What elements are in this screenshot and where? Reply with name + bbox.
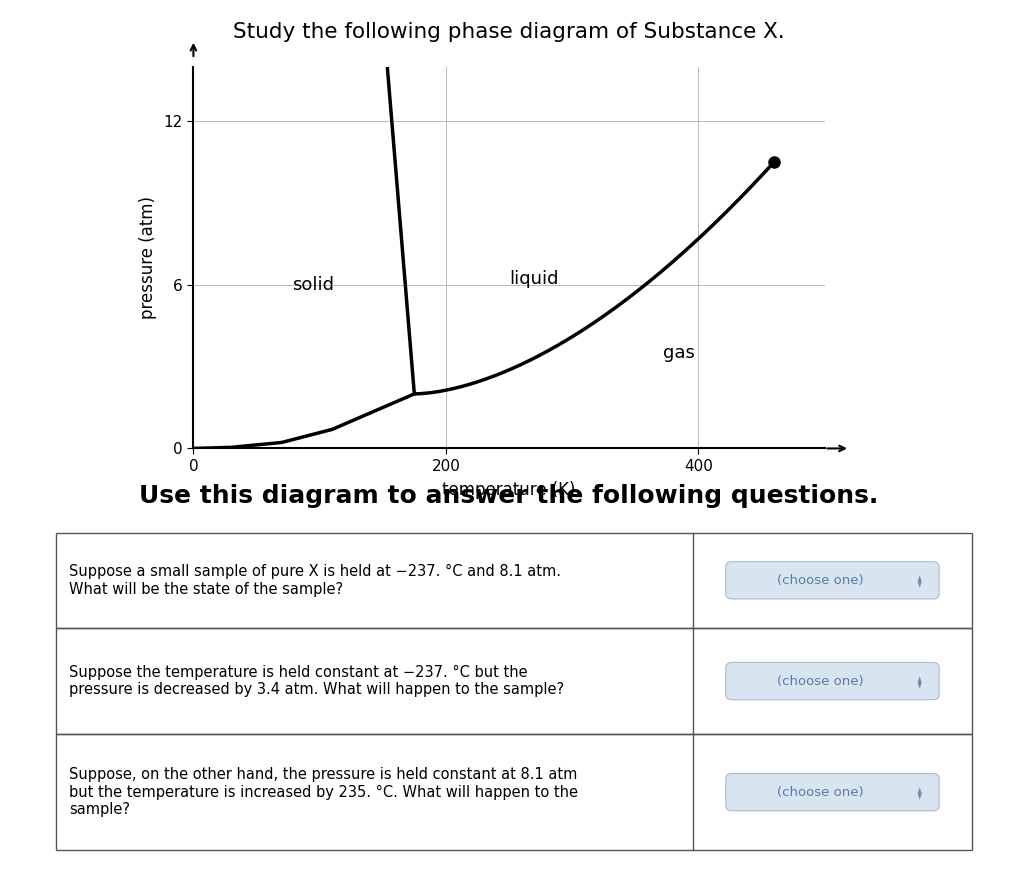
Text: Suppose, on the other hand, the pressure is held constant at 8.1 atm
but the tem: Suppose, on the other hand, the pressure… <box>69 767 578 817</box>
X-axis label: temperature (K): temperature (K) <box>442 480 576 499</box>
Text: ◄►: ◄► <box>916 574 925 587</box>
Text: Use this diagram to answer the following questions.: Use this diagram to answer the following… <box>139 484 879 508</box>
Text: Suppose a small sample of pure X is held at −237. °C and 8.1 atm.
What will be t: Suppose a small sample of pure X is held… <box>69 564 561 597</box>
Text: (choose one): (choose one) <box>777 786 863 798</box>
Text: gas: gas <box>664 344 695 362</box>
Text: (choose one): (choose one) <box>777 574 863 587</box>
Text: ◄►: ◄► <box>916 674 925 688</box>
Y-axis label: pressure (atm): pressure (atm) <box>138 196 157 319</box>
Text: solid: solid <box>292 276 334 294</box>
Text: ◄►: ◄► <box>916 785 925 799</box>
Text: liquid: liquid <box>509 270 559 289</box>
Text: Study the following phase diagram of Substance X.: Study the following phase diagram of Sub… <box>233 22 785 43</box>
Text: (choose one): (choose one) <box>777 675 863 687</box>
Text: Suppose the temperature is held constant at −237. °C but the
pressure is decreas: Suppose the temperature is held constant… <box>69 665 564 697</box>
